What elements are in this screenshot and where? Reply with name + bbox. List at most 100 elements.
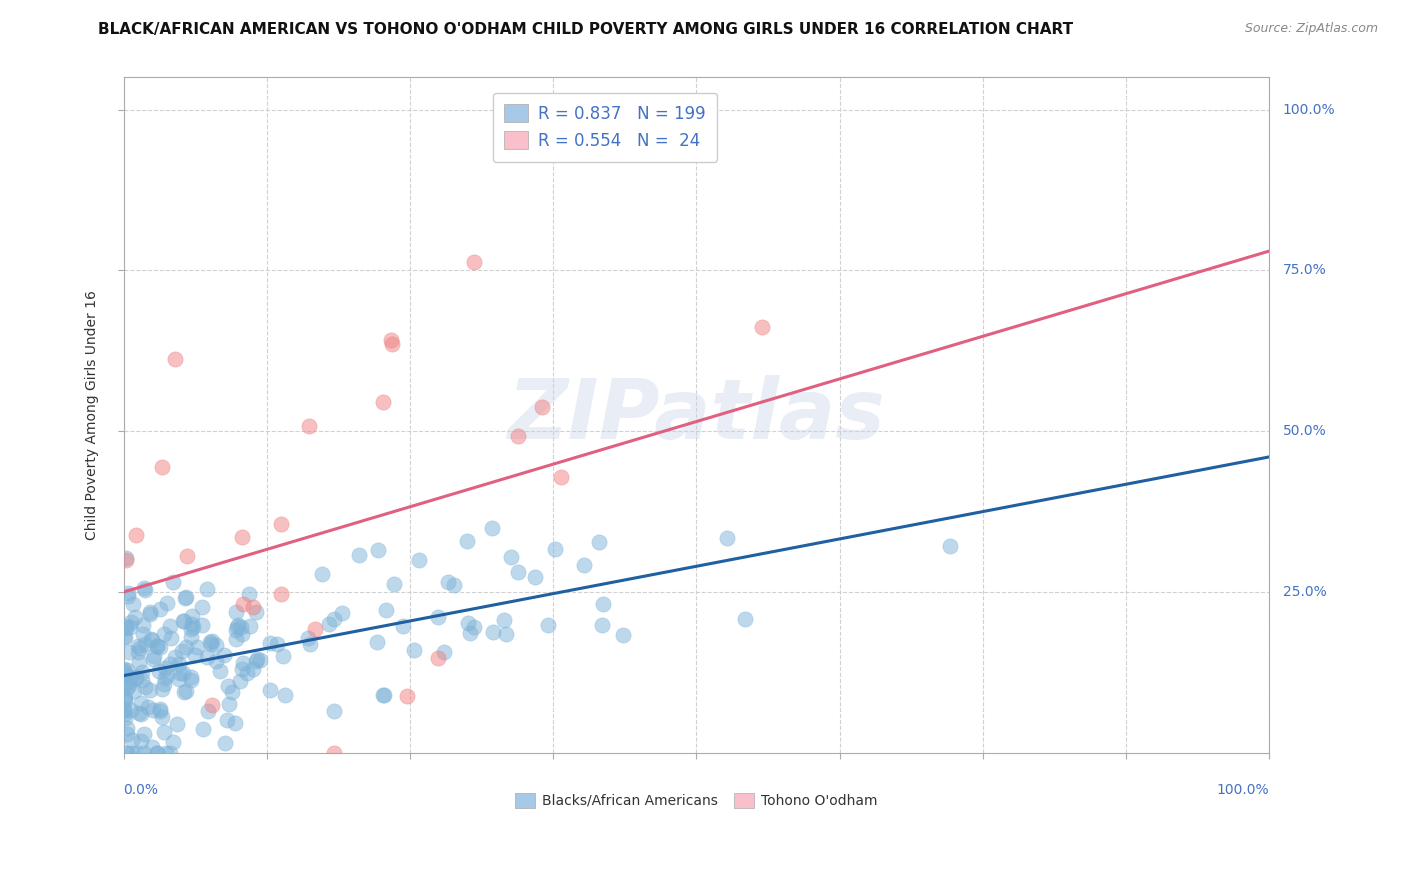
Point	[524, 570, 547, 584]
Point	[146, 746, 169, 760]
Point	[114, 703, 136, 717]
Point	[612, 628, 634, 642]
Point	[204, 654, 226, 668]
Point	[149, 640, 172, 654]
Point	[156, 667, 179, 681]
Point	[162, 735, 184, 749]
Text: BLACK/AFRICAN AMERICAN VS TOHONO O'ODHAM CHILD POVERTY AMONG GIRLS UNDER 16 CORR: BLACK/AFRICAN AMERICAN VS TOHONO O'ODHAM…	[98, 22, 1074, 37]
Point	[229, 674, 252, 689]
Point	[142, 702, 165, 716]
Point	[114, 710, 136, 724]
Point	[463, 620, 485, 634]
Point	[134, 637, 156, 651]
Point	[115, 681, 138, 696]
Point	[311, 566, 333, 581]
Point	[299, 637, 322, 651]
Point	[176, 591, 198, 605]
Point	[134, 746, 156, 760]
Point	[141, 632, 163, 646]
Point	[159, 619, 181, 633]
Point	[180, 670, 202, 684]
Point	[245, 606, 267, 620]
Point	[366, 635, 388, 649]
Point	[125, 669, 148, 683]
Point	[112, 690, 135, 705]
Point	[274, 688, 297, 702]
Point	[134, 680, 156, 694]
Point	[266, 637, 288, 651]
Text: Source: ZipAtlas.com: Source: ZipAtlas.com	[1244, 22, 1378, 36]
Point	[591, 618, 613, 632]
Point	[195, 582, 218, 596]
Point	[371, 688, 394, 702]
Point	[200, 635, 222, 649]
Point	[124, 609, 146, 624]
Point	[129, 706, 152, 721]
Point	[180, 609, 202, 624]
Point	[373, 688, 395, 702]
Point	[482, 625, 505, 640]
Point	[117, 589, 139, 603]
Point	[347, 548, 370, 562]
Point	[167, 672, 190, 686]
Point	[129, 696, 152, 710]
Point	[225, 632, 247, 647]
Point	[127, 645, 149, 659]
Point	[120, 703, 142, 717]
Point	[572, 558, 595, 572]
Point	[122, 684, 145, 698]
Point	[165, 351, 187, 366]
Point	[145, 746, 167, 760]
Point	[226, 617, 249, 632]
Point	[297, 631, 319, 645]
Point	[190, 618, 212, 632]
Point	[443, 578, 465, 592]
Point	[436, 575, 458, 590]
Text: 100.0%: 100.0%	[1216, 783, 1270, 797]
Point	[463, 255, 485, 269]
Point	[174, 684, 197, 698]
Point	[249, 652, 271, 666]
Point	[172, 615, 194, 629]
Point	[127, 746, 149, 760]
Point	[408, 552, 430, 566]
Point	[224, 715, 246, 730]
Point	[433, 645, 456, 659]
Point	[115, 746, 138, 760]
Point	[134, 581, 156, 595]
Point	[298, 419, 321, 434]
Point	[322, 704, 344, 718]
Point	[588, 534, 610, 549]
Point	[117, 675, 139, 690]
Point	[180, 616, 202, 631]
Point	[186, 640, 208, 655]
Point	[142, 649, 165, 664]
Point	[371, 394, 394, 409]
Point	[114, 666, 136, 681]
Point	[131, 665, 153, 679]
Point	[225, 620, 247, 634]
Point	[153, 627, 176, 641]
Text: 0.0%: 0.0%	[124, 783, 159, 797]
Point	[115, 663, 138, 677]
Point	[115, 721, 138, 735]
Point	[506, 428, 529, 442]
Point	[153, 677, 176, 691]
Point	[232, 597, 254, 611]
Point	[156, 596, 179, 610]
Point	[232, 656, 254, 670]
Point	[195, 650, 218, 665]
Point	[131, 617, 153, 632]
Point	[121, 732, 143, 747]
Point	[139, 607, 162, 622]
Point	[544, 541, 567, 556]
Point	[242, 662, 264, 676]
Point	[374, 603, 396, 617]
Point	[118, 678, 141, 692]
Point	[197, 704, 219, 718]
Point	[457, 615, 479, 630]
Point	[162, 574, 184, 589]
Point	[112, 630, 135, 644]
Point	[138, 683, 160, 698]
Point	[115, 553, 138, 567]
